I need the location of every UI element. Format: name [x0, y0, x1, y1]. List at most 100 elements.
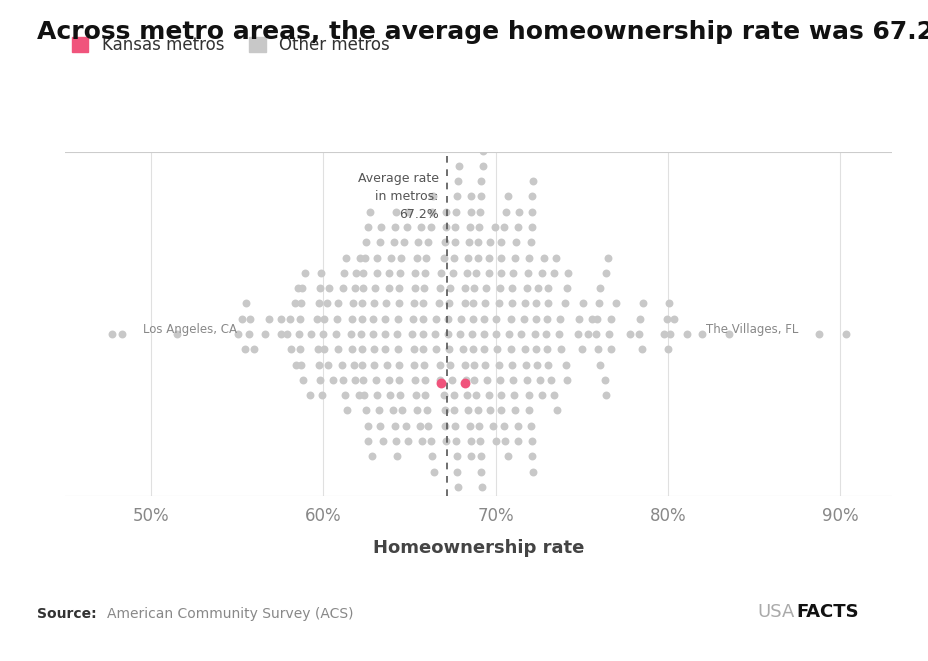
Point: [303, 390, 317, 401]
Point: [516, 313, 531, 324]
Point: [428, 329, 443, 339]
Point: [493, 390, 508, 401]
Point: [530, 283, 545, 293]
Point: [407, 268, 422, 278]
Point: [631, 329, 646, 339]
Point: [491, 360, 506, 370]
Point: [419, 237, 434, 248]
Point: [419, 405, 433, 416]
Point: [505, 375, 520, 385]
Point: [450, 482, 465, 492]
Point: [483, 237, 497, 248]
Point: [485, 420, 500, 431]
Point: [311, 344, 326, 354]
Point: [381, 375, 396, 385]
Point: [572, 313, 586, 324]
Point: [329, 313, 343, 324]
Point: [238, 298, 252, 309]
Point: [414, 221, 429, 232]
Point: [409, 405, 424, 416]
Point: [622, 329, 637, 339]
Point: [372, 237, 387, 248]
Point: [114, 329, 129, 339]
Point: [585, 313, 599, 324]
Point: [523, 420, 538, 431]
Point: [406, 298, 421, 309]
Point: [416, 344, 431, 354]
Point: [372, 420, 387, 431]
Point: [505, 268, 520, 278]
Point: [344, 313, 359, 324]
Point: [354, 298, 369, 309]
Point: [465, 298, 480, 309]
Point: [446, 405, 461, 416]
Point: [354, 283, 369, 293]
Point: [548, 253, 563, 263]
Point: [467, 283, 482, 293]
Point: [538, 313, 553, 324]
Point: [387, 420, 402, 431]
Point: [538, 329, 553, 339]
Point: [360, 221, 375, 232]
Point: [295, 375, 310, 385]
Point: [503, 344, 518, 354]
Point: [601, 329, 616, 339]
Point: [599, 253, 614, 263]
Point: [436, 253, 451, 263]
Point: [432, 283, 447, 293]
Point: [375, 436, 390, 446]
Point: [381, 390, 396, 401]
Point: [493, 253, 508, 263]
Point: [417, 283, 432, 293]
Text: Los Angeles, CA: Los Angeles, CA: [142, 323, 237, 336]
Point: [436, 390, 451, 401]
Point: [313, 375, 328, 385]
Point: [588, 329, 603, 339]
Point: [449, 191, 464, 202]
Point: [527, 313, 542, 324]
Point: [521, 390, 535, 401]
Point: [494, 237, 509, 248]
Point: [508, 405, 522, 416]
Point: [504, 298, 519, 309]
Point: [603, 344, 618, 354]
Point: [477, 360, 492, 370]
Point: [446, 237, 461, 248]
Point: [356, 390, 371, 401]
Point: [406, 360, 421, 370]
Point: [412, 420, 427, 431]
Text: USA: USA: [756, 603, 793, 621]
Point: [471, 221, 486, 232]
Point: [560, 375, 574, 385]
Point: [473, 191, 488, 202]
Point: [405, 313, 419, 324]
Point: [460, 253, 475, 263]
Point: [391, 298, 406, 309]
Point: [367, 360, 381, 370]
Point: [811, 329, 826, 339]
Point: [330, 298, 345, 309]
Point: [528, 298, 543, 309]
Point: [446, 420, 461, 431]
Point: [314, 268, 329, 278]
Point: [468, 268, 483, 278]
Point: [311, 298, 326, 309]
Point: [364, 451, 379, 461]
Point: [279, 329, 294, 339]
Point: [510, 436, 525, 446]
Point: [400, 206, 415, 217]
Point: [543, 375, 558, 385]
Point: [445, 375, 459, 385]
Point: [560, 268, 574, 278]
Point: [247, 344, 262, 354]
Point: [169, 329, 184, 339]
Point: [473, 176, 488, 186]
Point: [665, 313, 680, 324]
Point: [539, 344, 554, 354]
Point: [393, 253, 408, 263]
Point: [366, 329, 380, 339]
Point: [479, 375, 494, 385]
Point: [329, 329, 343, 339]
Point: [388, 221, 403, 232]
Point: [558, 360, 573, 370]
